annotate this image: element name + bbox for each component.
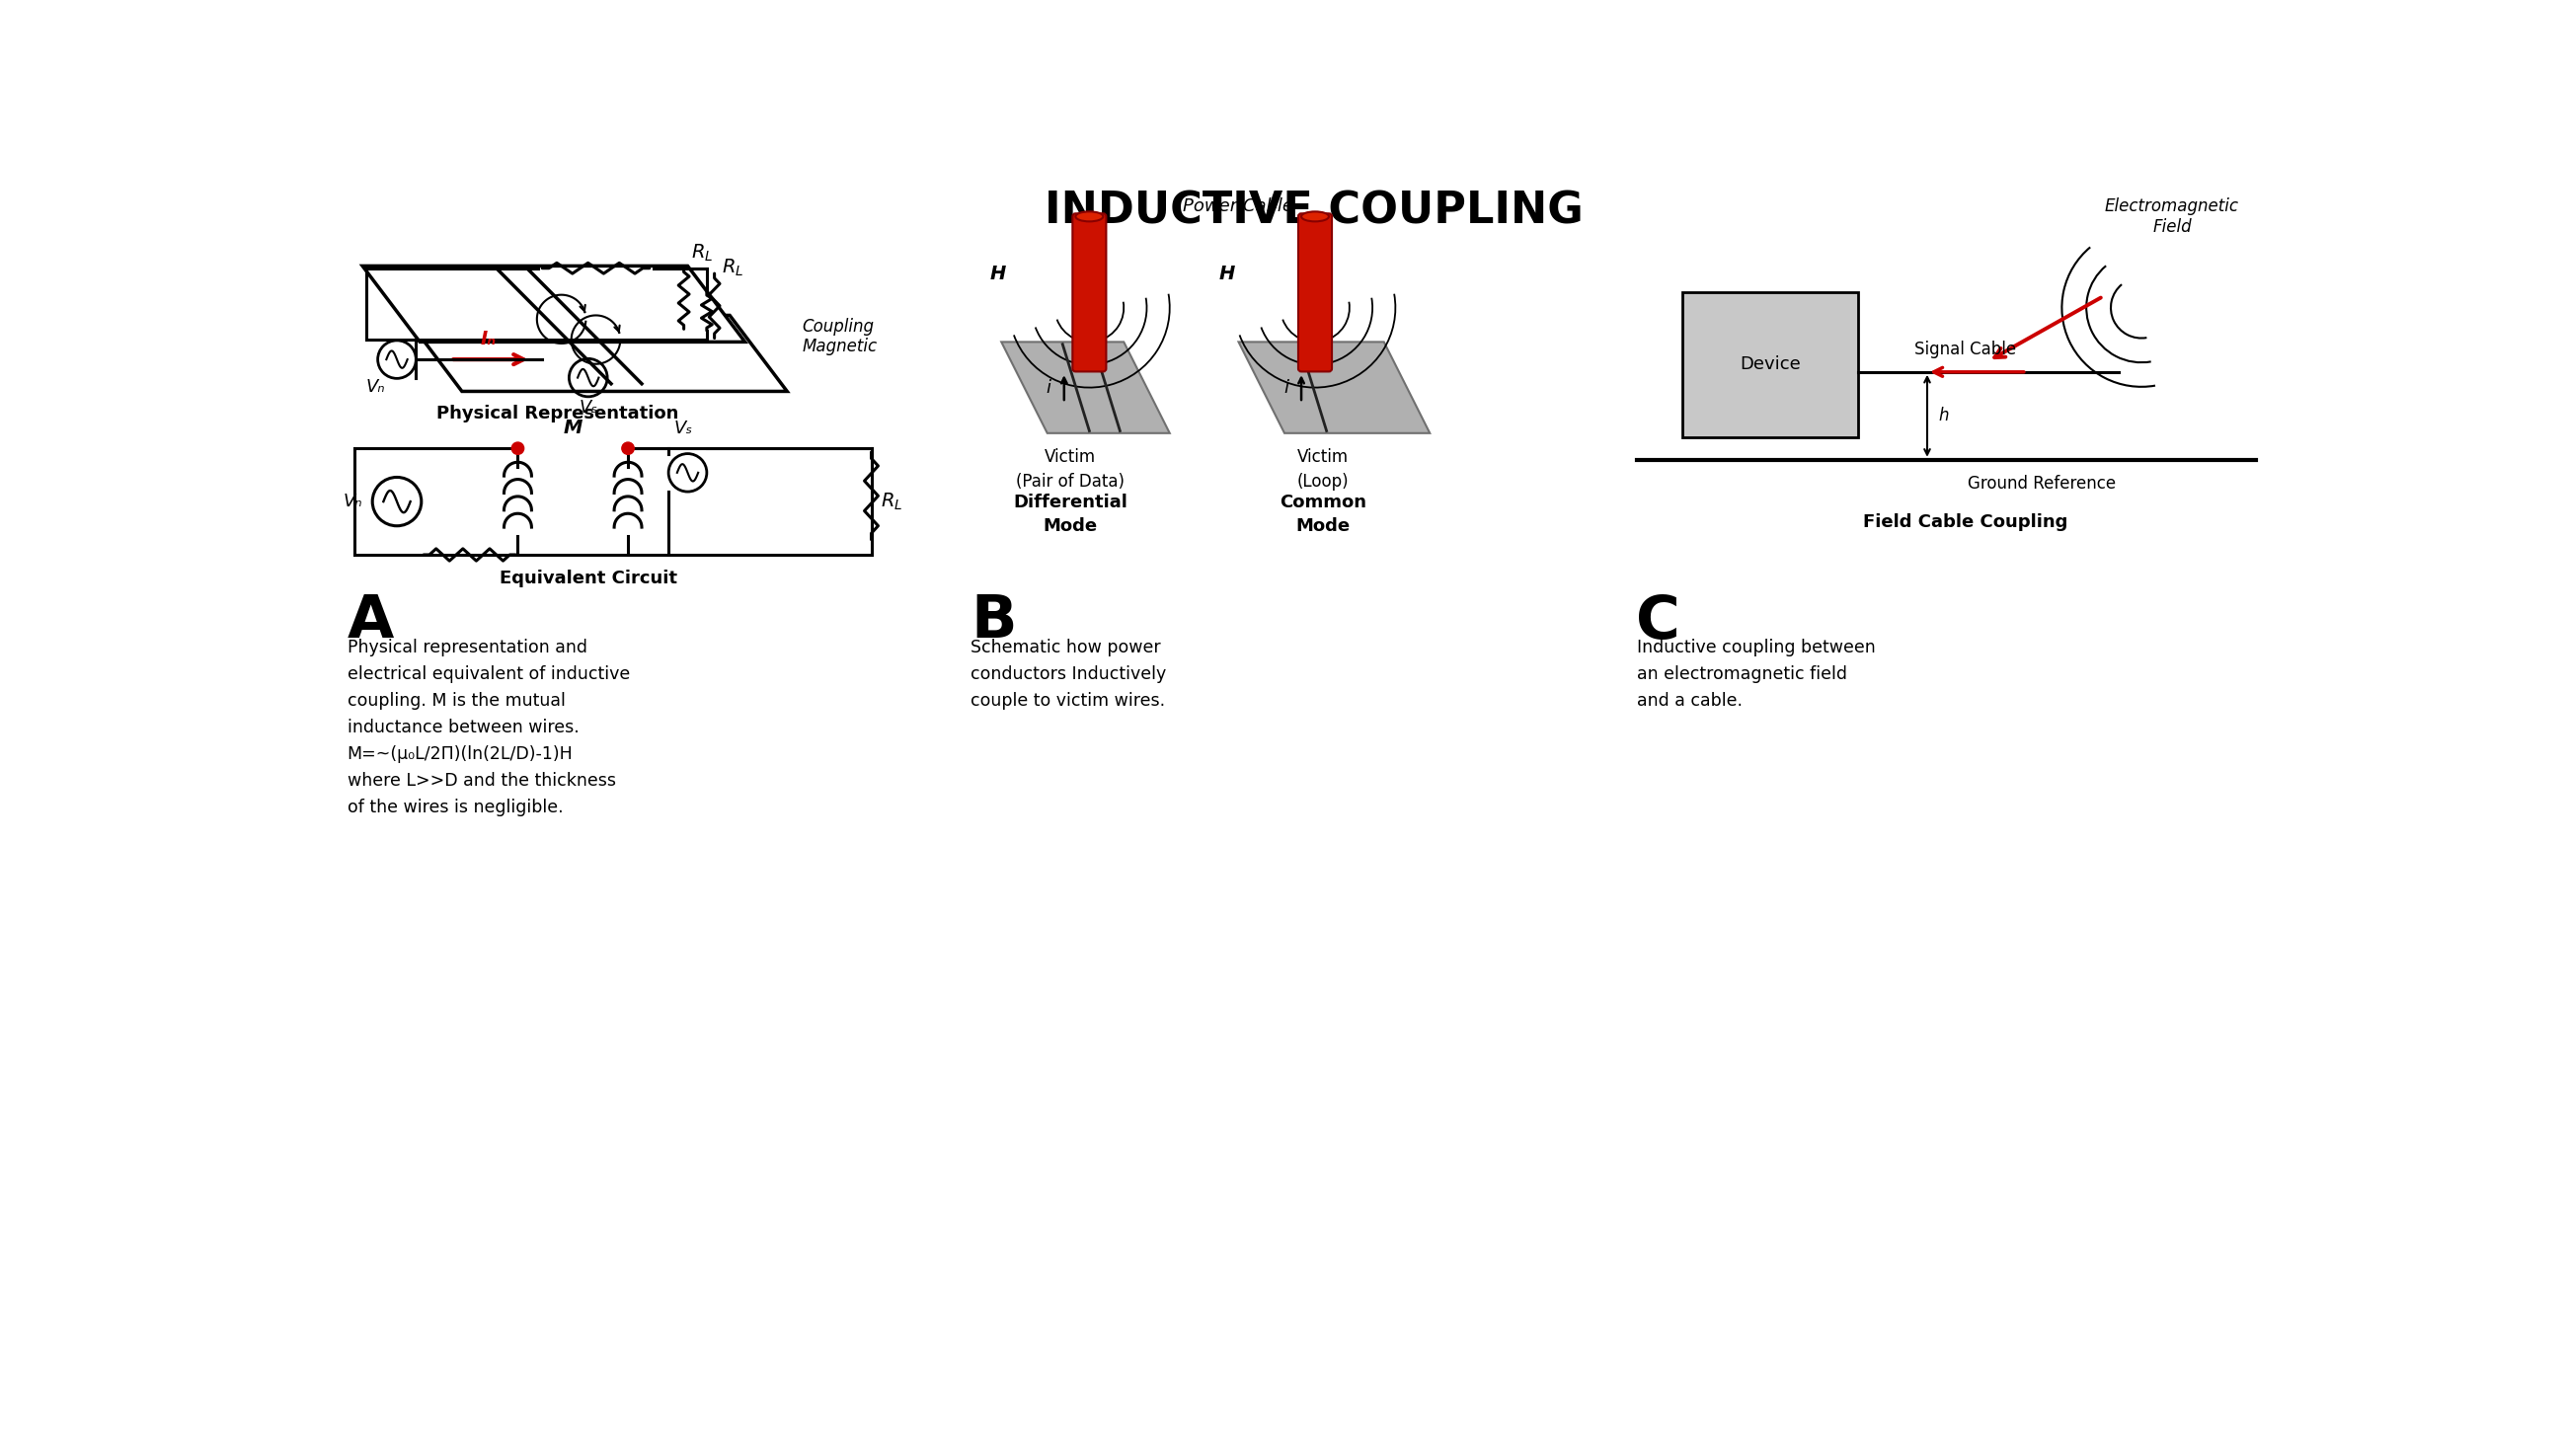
Text: B: B bbox=[971, 593, 1018, 651]
Text: i: i bbox=[1046, 379, 1051, 396]
Circle shape bbox=[623, 443, 633, 454]
Text: Physical representation and
electrical equivalent of inductive
coupling. M is th: Physical representation and electrical e… bbox=[346, 638, 630, 817]
Text: Victim
(Loop): Victim (Loop) bbox=[1297, 448, 1348, 491]
Text: Signal Cable: Signal Cable bbox=[1915, 341, 2017, 358]
Text: Physical Representation: Physical Representation bbox=[436, 405, 679, 422]
Text: Device: Device bbox=[1740, 355, 1802, 374]
Text: Vₛ: Vₛ bbox=[674, 419, 692, 437]
Text: M: M bbox=[564, 418, 582, 437]
Text: Field Cable Coupling: Field Cable Coupling bbox=[1863, 513, 2068, 531]
Text: Schematic how power
conductors Inductively
couple to victim wires.: Schematic how power conductors Inductive… bbox=[971, 638, 1166, 709]
Text: H: H bbox=[989, 264, 1005, 282]
Text: Inductive coupling between
an electromagnetic field
and a cable.: Inductive coupling between an electromag… bbox=[1635, 638, 1876, 709]
Text: Iₙ: Iₙ bbox=[482, 329, 497, 348]
Text: Differential
Mode: Differential Mode bbox=[1012, 494, 1128, 534]
Text: Power Cable: Power Cable bbox=[1184, 198, 1294, 215]
Polygon shape bbox=[361, 266, 746, 342]
Text: Victim
(Pair of Data): Victim (Pair of Data) bbox=[1015, 448, 1125, 491]
Text: Vₙ: Vₙ bbox=[367, 377, 384, 396]
Text: Coupling
Magnetic: Coupling Magnetic bbox=[802, 317, 877, 355]
Ellipse shape bbox=[1076, 211, 1102, 221]
Polygon shape bbox=[405, 316, 787, 392]
Text: INDUCTIVE COUPLING: INDUCTIVE COUPLING bbox=[1043, 189, 1584, 233]
Text: $R_L$: $R_L$ bbox=[723, 258, 743, 278]
Text: $R_L$: $R_L$ bbox=[692, 243, 713, 264]
Text: $R_L$: $R_L$ bbox=[882, 491, 902, 513]
Text: A: A bbox=[346, 593, 395, 651]
Polygon shape bbox=[1002, 342, 1169, 432]
Ellipse shape bbox=[1302, 211, 1328, 221]
Text: Common
Mode: Common Mode bbox=[1279, 494, 1366, 534]
Text: Electromagnetic
Field: Electromagnetic Field bbox=[2104, 198, 2240, 236]
Text: h: h bbox=[1938, 408, 1948, 425]
FancyBboxPatch shape bbox=[1071, 214, 1107, 371]
Text: Vₙ: Vₙ bbox=[343, 492, 361, 511]
Text: Vₛ: Vₛ bbox=[579, 399, 597, 416]
Bar bbox=[1681, 293, 1858, 437]
Polygon shape bbox=[1238, 342, 1430, 432]
Circle shape bbox=[513, 443, 523, 454]
Text: Equivalent Circuit: Equivalent Circuit bbox=[500, 569, 677, 588]
Text: Ground Reference: Ground Reference bbox=[1968, 475, 2117, 492]
FancyBboxPatch shape bbox=[1299, 214, 1333, 371]
Text: C: C bbox=[1635, 593, 1681, 651]
Text: H: H bbox=[1220, 264, 1235, 282]
Text: i: i bbox=[1284, 379, 1289, 396]
